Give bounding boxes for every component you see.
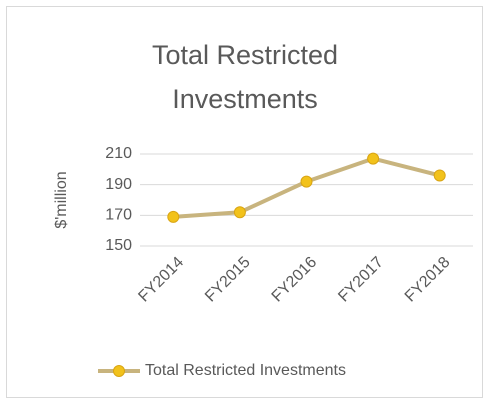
marker <box>167 210 180 223</box>
marker <box>367 152 380 165</box>
y-tick-label: 150 <box>105 237 132 254</box>
y-tick-label: 170 <box>105 207 132 224</box>
legend-marker <box>113 365 125 377</box>
y-axis-label: $'million <box>53 171 70 228</box>
y-tick-label: 190 <box>105 176 132 193</box>
marker <box>233 206 246 219</box>
chart-border <box>6 6 483 398</box>
legend-label: Total Restricted Investments <box>145 362 346 379</box>
chart-title: Total Restricted Investments <box>151 40 339 114</box>
y-tick-label: 210 <box>105 145 132 162</box>
marker <box>433 169 446 182</box>
marker <box>300 175 313 188</box>
